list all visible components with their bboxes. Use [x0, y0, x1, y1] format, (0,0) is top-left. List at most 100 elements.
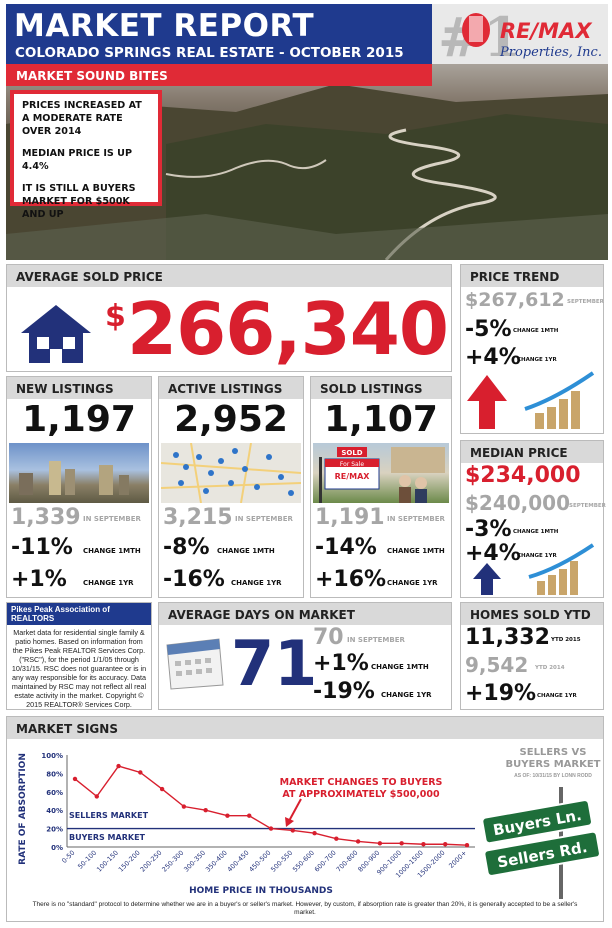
- data-point: [116, 763, 121, 769]
- days-on-market-change1-label: CHANGE 1MTH: [371, 663, 429, 671]
- homes-sold-ytd-value: 11,332: [465, 625, 550, 650]
- annotation-line1: MARKET CHANGES TO BUYERS: [279, 777, 443, 788]
- absorption-chart: 0%20%40%60%80%100%0-50 50-100100-150150-2…: [18, 752, 601, 899]
- x-tick-label: 300-350: [182, 849, 207, 874]
- data-point: [247, 813, 252, 818]
- report-subtitle: COLORADO SPRINGS REAL ESTATE - OCTOBER 2…: [15, 45, 404, 61]
- data-point: [399, 841, 404, 846]
- active-listings-change2-label: CHANGE 1YR: [231, 579, 282, 587]
- sold-listings-change2: +16%: [315, 567, 387, 592]
- city-skyline-photo: [9, 443, 149, 503]
- data-point: [334, 836, 339, 841]
- sound-bites-box: PRICES INCREASED AT A MODERATE RATE OVER…: [10, 90, 162, 220]
- mountain-road-illustration: [6, 84, 608, 260]
- as-of-label: AS OF: 10/31/15 BY LONN RODD: [514, 773, 592, 779]
- sold-listings-panel: SOLD LISTINGS 1,107 SOLD For Sale RE/MAX…: [310, 376, 452, 598]
- new-listings-value: 1,197: [22, 399, 136, 440]
- days-on-market-panel: AVERAGE DAYS ON MARKET 71 70 IN SEPTEMBE…: [158, 602, 452, 710]
- price-trend-prev: $267,612: [465, 289, 565, 311]
- homes-sold-ytd-title: HOMES SOLD YTD: [461, 603, 603, 625]
- market-signs-title: MARKET SIGNS: [7, 717, 603, 739]
- price-trend-panel: PRICE TREND $267,612 SEPTEMBER -5% CHANG…: [460, 264, 604, 434]
- logo-sub: Properties, Inc.: [499, 45, 602, 60]
- report-title: MARKET REPORT: [14, 8, 315, 44]
- median-price-change1: -3%: [465, 517, 512, 542]
- ppar-title: Pikes Peak Association of REALTORS: [7, 603, 151, 625]
- x-tick-label: 700-800: [335, 849, 360, 874]
- data-point: [464, 842, 470, 848]
- remax-logo: #1 RE/MAX Properties, Inc.: [432, 4, 608, 69]
- days-on-market-change2-label: CHANGE 1YR: [381, 691, 432, 699]
- new-listings-change2: +1%: [11, 567, 67, 592]
- homes-sold-ytd-panel: HOMES SOLD YTD 11,332 YTD 2015 9,542 YTD…: [460, 602, 604, 710]
- active-listings-value: 2,952: [174, 399, 288, 440]
- sold-listings-change1-label: CHANGE 1MTH: [387, 547, 445, 555]
- new-listings-change2-label: CHANGE 1YR: [83, 579, 134, 587]
- logo-brand: RE/MAX: [500, 19, 593, 43]
- remax-logo-art: #1 RE/MAX Properties, Inc.: [438, 5, 602, 69]
- avg-sold-panel: AVERAGE SOLD PRICE $ 266,340: [6, 264, 452, 372]
- annotation-line2: AT APPROXIMATELY $500,000: [282, 789, 440, 800]
- homes-sold-ytd-change: +19%: [465, 681, 537, 706]
- days-on-market-prev: 70: [313, 625, 344, 650]
- days-on-market-change2: -19%: [313, 679, 375, 704]
- data-point: [377, 841, 383, 846]
- active-listings-prev: 3,215: [163, 505, 233, 530]
- homes-sold-ytd-prev-label: YTD 2014: [535, 665, 565, 671]
- sign-sold-text: SOLD: [341, 449, 362, 457]
- x-tick-label: 500-550: [269, 849, 294, 874]
- market-signs-panel: MARKET SIGNS SELLERS VS BUYERS MARKET AS…: [6, 716, 604, 922]
- active-listings-change1-label: CHANGE 1MTH: [217, 547, 275, 555]
- x-tick-label: 350-400: [204, 849, 229, 874]
- price-trend-change2: +4%: [465, 345, 521, 370]
- sellers-vs-buyers-title: SELLERS VS BUYERS MARKET: [505, 747, 601, 770]
- sold-sign-photo: SOLD For Sale RE/MAX: [313, 443, 449, 503]
- y-tick-label: 60%: [46, 789, 63, 797]
- days-on-market-title: AVERAGE DAYS ON MARKET: [159, 603, 451, 625]
- days-on-market-change1: +1%: [313, 651, 369, 676]
- sign-sale-text: For Sale: [340, 461, 364, 468]
- median-price-change2: +4%: [465, 541, 521, 566]
- y-tick-label: 80%: [46, 770, 63, 778]
- buyers-market-label: BUYERS MARKET: [69, 833, 146, 842]
- avg-sold-title: AVERAGE SOLD PRICE: [7, 265, 451, 287]
- sold-listings-title: SOLD LISTINGS: [311, 377, 451, 399]
- data-point: [138, 770, 143, 775]
- median-price-change2-label: CHANGE 1YR: [517, 553, 557, 559]
- new-listings-title: NEW LISTINGS: [7, 377, 151, 399]
- new-listings-prev-label: IN SEPTEMBER: [83, 515, 141, 523]
- homes-sold-ytd-prev: 9,542: [465, 653, 529, 677]
- data-point: [159, 786, 165, 792]
- listings-map: [161, 443, 301, 503]
- price-trend-title: PRICE TREND: [461, 265, 603, 287]
- sold-listings-change2-label: CHANGE 1YR: [387, 579, 438, 587]
- median-price-value: $234,000: [465, 463, 581, 488]
- new-listings-prev: 1,339: [11, 505, 81, 530]
- y-tick-label: 100%: [41, 752, 63, 760]
- median-price-panel: MEDIAN PRICE $234,000 $240,000 SEPTEMBER…: [460, 440, 606, 598]
- data-point: [225, 813, 230, 818]
- active-listings-prev-label: IN SEPTEMBER: [235, 515, 293, 523]
- x-tick-label: 150-200: [117, 849, 142, 874]
- ppar-panel: Pikes Peak Association of REALTORS Marke…: [6, 602, 152, 710]
- active-listings-change1: -8%: [163, 535, 210, 560]
- x-tick-label: 600-700: [313, 849, 338, 874]
- data-point: [181, 804, 187, 809]
- days-on-market-prev-label: IN SEPTEMBER: [347, 636, 405, 644]
- median-price-prev: $240,000: [465, 491, 571, 515]
- sold-listings-prev-label: IN SEPTEMBER: [387, 515, 445, 523]
- x-tick-label: 100-150: [95, 849, 120, 874]
- trend-up-icon: [467, 371, 595, 429]
- sold-listings-value: 1,107: [324, 399, 438, 440]
- data-point: [443, 842, 448, 847]
- data-point: [312, 831, 317, 836]
- price-trend-change1-label: CHANGE 1MTH: [513, 328, 559, 334]
- sellers-market-label: SELLERS MARKET: [69, 811, 149, 820]
- house-icon: [21, 305, 91, 363]
- report-header: MARKET REPORT COLORADO SPRINGS REAL ESTA…: [6, 4, 432, 64]
- calendar-icon: [166, 638, 224, 690]
- chart-y-label: RATE OF ABSORPTION: [18, 753, 28, 865]
- homes-sold-ytd-value-label: YTD 2015: [551, 637, 581, 643]
- sold-listings-prev: 1,191: [315, 505, 385, 530]
- active-listings-title: ACTIVE LISTINGS: [159, 377, 303, 399]
